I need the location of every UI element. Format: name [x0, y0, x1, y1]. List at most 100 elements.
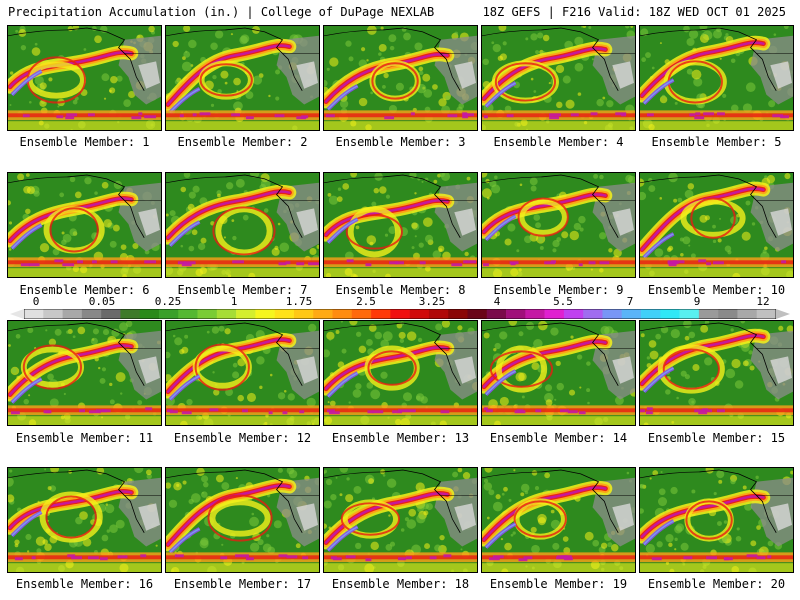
- precip-speckle: [494, 342, 501, 350]
- precip-speckle: [719, 57, 722, 60]
- coastline: [225, 174, 303, 238]
- coastline: [225, 27, 303, 91]
- precip-speckle: [197, 242, 206, 251]
- precip-speckle: [180, 244, 184, 248]
- tropical-heavy-cell: [245, 116, 254, 120]
- precip-speckle: [518, 372, 527, 381]
- precip-speckle: [146, 473, 152, 479]
- precip-speckle: [649, 350, 659, 360]
- atmospheric-river-band: [324, 492, 449, 544]
- precip-speckle: [249, 516, 259, 527]
- precip-speckle: [373, 187, 380, 194]
- coastline-asia: [166, 324, 226, 332]
- precip-speckle: [385, 194, 391, 199]
- precip-speckle: [339, 468, 349, 473]
- precip-speckle: [688, 331, 696, 339]
- precip-speckle: [116, 75, 123, 82]
- tropical-belt-core: [166, 113, 319, 118]
- precip-speckle: [237, 394, 244, 402]
- colorbar-swatch: [563, 309, 584, 319]
- precip-speckle: [203, 481, 209, 488]
- tropical-heavy-cell: [241, 554, 249, 558]
- ensemble-member-map: [165, 320, 320, 426]
- colorbar-swatch: [293, 309, 314, 319]
- coastline: [541, 469, 619, 533]
- tropical-heavy-cell: [514, 410, 526, 414]
- precip-speckle: [101, 181, 109, 189]
- coastline: [383, 174, 461, 238]
- precip-speckle: [308, 323, 317, 332]
- colorbar-swatch: [718, 309, 738, 319]
- coastline: [67, 322, 145, 386]
- precip-speckle: [691, 489, 696, 494]
- precip-speckle: [660, 326, 669, 334]
- precip-speckle: [39, 82, 47, 90]
- precip-speckle: [783, 26, 789, 30]
- precip-speckle: [111, 328, 120, 337]
- precip-speckle: [52, 248, 60, 256]
- precip-speckle: [252, 75, 263, 85]
- cyclone-swirl-core: [49, 207, 99, 253]
- precip-speckle: [8, 200, 11, 206]
- tropical-heavy-cell: [429, 556, 437, 560]
- precip-speckle: [563, 547, 571, 555]
- extreme-precip-streak: [169, 375, 200, 401]
- precip-speckle: [750, 540, 757, 547]
- precip-speckle: [388, 514, 391, 517]
- precip-speckle: [275, 96, 280, 101]
- precip-speckle: [44, 468, 47, 471]
- precip-speckle: [533, 338, 543, 349]
- precip-speckle: [183, 51, 191, 58]
- precip-speckle: [530, 77, 534, 81]
- ensemble-member-caption: Ensemble Member: 10: [647, 283, 786, 297]
- precip-speckle: [507, 223, 516, 232]
- precip-speckle: [82, 538, 92, 547]
- precip-speckle: [188, 191, 196, 199]
- tropical-heavy-cell: [695, 112, 701, 116]
- tropical-heavy-cell: [463, 260, 468, 264]
- precip-speckle: [224, 81, 228, 85]
- precip-speckle: [14, 543, 19, 548]
- coastline-asia: [640, 324, 700, 332]
- precip-speckle: [556, 237, 562, 242]
- precip-speckle: [561, 231, 569, 239]
- precip-speckle: [602, 96, 606, 100]
- colorbar-swatch: [679, 309, 700, 319]
- precip-speckle: [693, 77, 703, 87]
- tropical-heavy-cell: [192, 113, 197, 117]
- precip-speckle: [8, 248, 12, 251]
- precip-speckle: [186, 398, 193, 406]
- tropical-heavy-cell: [301, 115, 309, 119]
- precip-speckle: [668, 542, 673, 547]
- colorbar-swatch: [486, 309, 507, 319]
- tropical-heavy-cell: [169, 410, 178, 414]
- precip-speckle: [358, 345, 367, 354]
- extreme-precip-streak: [327, 526, 358, 551]
- precip-speckle: [166, 213, 169, 217]
- precip-speckle: [173, 482, 182, 491]
- precip-speckle: [648, 340, 657, 348]
- tropical-heavy-cell: [398, 557, 406, 561]
- colorbar-swatch: [255, 309, 275, 319]
- tropical-heavy-cell: [615, 112, 627, 116]
- tropical-heavy-cell: [345, 555, 356, 559]
- precip-speckle: [90, 337, 98, 345]
- precip-speckle: [416, 514, 426, 524]
- precip-speckle: [660, 470, 663, 474]
- colorbar-swatch: [390, 309, 410, 319]
- precip-speckle: [649, 477, 652, 480]
- tropical-heavy-cell: [698, 411, 708, 415]
- dry-land-area: [138, 208, 161, 236]
- coastline-asia: [8, 29, 68, 37]
- precip-speckle: [350, 173, 357, 178]
- tropical-heavy-cell: [346, 259, 354, 263]
- precip-speckle: [79, 511, 88, 520]
- precip-speckle: [574, 62, 584, 72]
- precip-speckle: [730, 58, 736, 63]
- colorbar-swatch: [139, 309, 160, 319]
- colorbar-swatch: [756, 309, 776, 319]
- precip-speckle: [119, 322, 128, 332]
- precip-speckle: [741, 231, 751, 241]
- precip-speckle: [414, 235, 417, 238]
- southern-band: [482, 416, 635, 425]
